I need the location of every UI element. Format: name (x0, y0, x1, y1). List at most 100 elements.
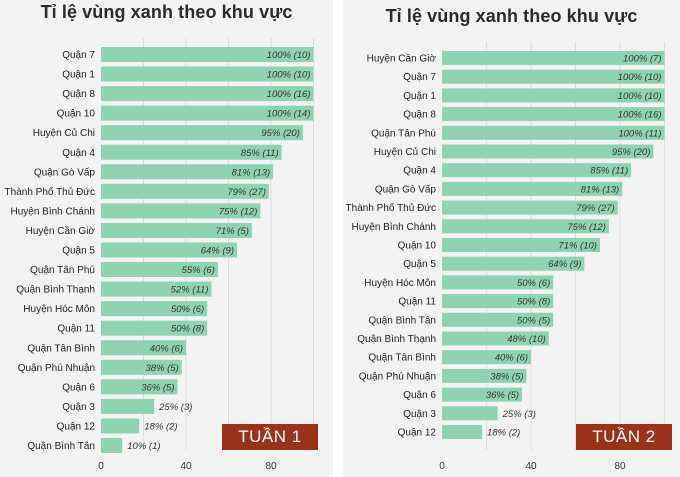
value-label: 25% (3) (158, 402, 192, 413)
value-label: 50% (8) (171, 324, 204, 335)
value-label: 50% (6) (517, 278, 550, 289)
category-label: Huyện Củ Chi (33, 127, 95, 139)
chart-week-2: Tỉ lệ vùng xanh theo khu vực Huyện Cần G… (343, 0, 680, 477)
category-label: Huyện Cần Giờ (367, 53, 437, 65)
value-label: 52% (11) (171, 285, 209, 296)
category-label: Huyện Hóc Môn (23, 304, 95, 315)
x-tick-label: 80 (614, 461, 626, 472)
bar (101, 340, 186, 356)
value-label: 40% (6) (495, 353, 528, 364)
bar-chart-week-1: Quận 7 100% (10) Quận 1 100% (10) Quận 8 100%… (5, 38, 314, 472)
value-label: 75% (12) (219, 206, 258, 217)
bar (101, 105, 314, 121)
bar (101, 438, 123, 453)
value-label: 100% (10) (618, 72, 662, 83)
value-label: 25% (3) (502, 409, 536, 420)
category-label: Quận 3 (403, 409, 436, 420)
category-label: Quận 12 (398, 428, 437, 439)
bar (442, 387, 523, 402)
category-label: Quận Phú Nhuận (359, 371, 436, 382)
chart-title: Tỉ lệ vùng xanh theo khu vực (40, 2, 293, 22)
value-label: 81% (13) (232, 167, 271, 178)
bar (442, 144, 654, 159)
chart-title: Tỉ lệ vùng xanh theo khu vực (385, 6, 638, 26)
value-label: 85% (11) (241, 148, 279, 159)
category-label: Quận Tân Bình (27, 343, 95, 354)
bar (442, 256, 585, 271)
category-label: Huyện Bình Chánh (351, 222, 436, 233)
x-tick-label: 0 (98, 461, 104, 472)
bar (442, 275, 554, 290)
x-tick-label: 40 (525, 461, 537, 472)
bar (101, 183, 269, 199)
category-label: Quận Phú Nhuận (18, 363, 95, 374)
bar (101, 320, 208, 336)
value-label: 100% (11) (618, 128, 661, 139)
value-label: 36% (5) (486, 390, 519, 401)
category-label: Quận 3 (62, 402, 95, 413)
bar (101, 301, 208, 317)
x-tick-label: 40 (180, 461, 192, 472)
value-label: 10% (1) (127, 441, 160, 452)
category-label: Quận 4 (403, 166, 436, 177)
value-label: 71% (10) (558, 241, 597, 252)
category-label: Quận Bình Thạnh (357, 334, 436, 345)
value-label: 100% (10) (618, 91, 662, 102)
category-label: Quận 6 (62, 382, 95, 393)
bar (442, 69, 665, 84)
value-label: 79% (27) (227, 187, 266, 198)
value-label: 100% (14) (267, 109, 311, 120)
x-tick-label: 80 (265, 461, 277, 472)
value-label: 95% (20) (612, 147, 651, 158)
bar (101, 242, 237, 258)
category-label: Quận Gò Vấp (375, 183, 437, 195)
value-label: 75% (12) (567, 222, 606, 233)
category-label: Quận 11 (398, 297, 436, 308)
bar (442, 406, 498, 421)
bar (442, 51, 665, 65)
bar (442, 125, 665, 140)
bar (442, 181, 623, 196)
category-label: Quận Tân Phú (371, 128, 436, 139)
bar (442, 219, 609, 234)
x-tick-label: 0 (439, 461, 445, 472)
category-label: Quận Gò Vấp (34, 166, 96, 178)
value-label: 18% (2) (144, 421, 177, 432)
bar (442, 312, 554, 327)
bar (101, 262, 218, 278)
bar (101, 66, 314, 82)
category-label: Quận 7 (403, 72, 436, 83)
bar (101, 359, 182, 375)
value-label: 64% (9) (548, 259, 581, 270)
category-label: Huyện Bình Chánh (10, 206, 95, 217)
value-label: 38% (5) (145, 363, 178, 374)
value-label: 100% (16) (618, 110, 662, 121)
bar-chart-week-2: Huyện Cần Giờ 100% (7) Quận 7 100% (10) Quận… (346, 42, 665, 472)
bar (442, 200, 618, 215)
value-label: 85% (11) (590, 166, 628, 177)
bar (101, 222, 252, 238)
value-label: 50% (6) (171, 304, 204, 315)
bar (442, 294, 554, 309)
value-label: 100% (16) (267, 89, 311, 100)
value-label: 38% (5) (490, 371, 523, 382)
value-label: 55% (6) (182, 265, 215, 276)
category-label: Quận 4 (62, 148, 95, 159)
bar (442, 88, 665, 103)
bar (442, 331, 549, 346)
value-label: 50% (5) (517, 315, 550, 326)
category-label: Thành Phố Thủ Đức (5, 186, 95, 198)
category-label: Quận 8 (62, 89, 95, 100)
bar (101, 379, 178, 395)
chart-week-1: Tỉ lệ vùng xanh theo khu vực Quận 7 100% … (0, 0, 333, 477)
value-label: 64% (9) (201, 246, 234, 257)
week-badge: TUẦN 1 (222, 424, 318, 450)
category-label: Quận 1 (62, 70, 95, 81)
bar (442, 238, 600, 252)
bar (442, 350, 531, 365)
category-label: Huyện Hóc Môn (364, 278, 436, 289)
value-label: 40% (6) (150, 343, 183, 354)
bar (101, 203, 261, 219)
value-label: 36% (5) (141, 382, 174, 393)
category-label: Quận 10 (398, 241, 437, 252)
